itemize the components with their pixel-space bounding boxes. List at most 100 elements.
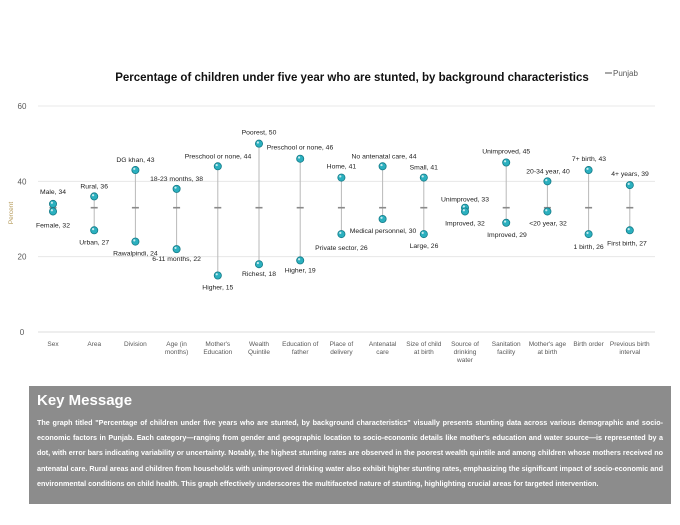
- category-group: Poorest, 50 Richest, 18: [242, 130, 277, 279]
- dot-low: [419, 230, 428, 239]
- dot-high: [49, 199, 58, 208]
- x-category-label-line: Sex: [47, 341, 59, 348]
- data-label-low: Higher, 15: [202, 285, 233, 292]
- dot-high: [337, 173, 346, 182]
- legend-label: Punjab: [613, 69, 638, 78]
- data-label-low: Improved, 29: [487, 232, 527, 239]
- dot-low-highlight: [421, 231, 424, 234]
- dot-low-highlight: [50, 209, 54, 212]
- y-tick-label: 20: [18, 253, 27, 262]
- dot-low-highlight: [174, 246, 177, 250]
- data-label-low: 1 birth, 26: [573, 244, 603, 251]
- category-group: Home, 41 Private sector, 26: [315, 164, 368, 253]
- x-category-label: Place of delivery: [330, 341, 354, 356]
- dot-low-highlight: [627, 228, 630, 231]
- x-category-label-line: Mother's: [205, 341, 230, 348]
- data-label-high: No antenatal care, 44: [352, 153, 417, 160]
- dot-high: [254, 139, 263, 148]
- data-label-high: Preschool or none, 46: [267, 145, 334, 152]
- category-group: No antenatal care, 44 Medical personnel, …: [350, 153, 417, 235]
- x-category-label: Sanitation facility: [492, 341, 521, 356]
- x-category-label-line: Education: [203, 349, 232, 356]
- x-category-label: Age (in months): [165, 341, 188, 356]
- dot-low-highlight: [133, 239, 136, 242]
- dot-low: [460, 207, 469, 216]
- dot-low: [213, 271, 222, 280]
- dot-high-highlight: [504, 160, 507, 163]
- dot-high-highlight: [256, 141, 259, 144]
- dot-low-highlight: [92, 228, 95, 231]
- dot-high: [131, 166, 140, 175]
- x-category-label-line: Wealth: [249, 341, 269, 348]
- data-label-high: Preschool or none, 44: [185, 153, 252, 160]
- dot-high-highlight: [215, 163, 218, 167]
- data-label-high: 18-23 months, 38: [150, 176, 203, 183]
- x-category-label-line: care: [376, 349, 389, 356]
- data-label-high: 20-34 year, 40: [526, 168, 570, 175]
- x-category-label-line: Sanitation: [492, 341, 521, 348]
- data-label-low: Urban, 27: [79, 239, 109, 246]
- x-category-label: Mother's age at birth: [529, 341, 567, 356]
- category-group: Small, 41 Large, 26: [410, 165, 439, 251]
- x-category-label-line: Source of: [451, 341, 479, 348]
- data-label-low: 6-11 months, 22: [152, 256, 201, 263]
- dot-high: [502, 158, 511, 167]
- dot-high-highlight: [174, 186, 177, 189]
- category-group: 4+ years, 39 First birth, 27: [607, 171, 649, 247]
- dot-high: [543, 177, 552, 186]
- x-category-label: Education of father: [282, 341, 318, 356]
- data-label-high: DG khan, 43: [116, 157, 154, 164]
- dot-low: [502, 218, 511, 227]
- dot-low-highlight: [545, 209, 548, 212]
- data-label-low: Higher, 19: [285, 267, 316, 274]
- dot-low: [49, 207, 58, 216]
- y-axis-label: Percent: [8, 202, 15, 225]
- dot-low: [254, 260, 263, 269]
- data-label-low: Richest, 18: [242, 271, 276, 278]
- data-label-high: Home, 41: [327, 164, 357, 171]
- x-category-label: Mother's Education: [203, 341, 232, 356]
- data-label-high: Rural, 36: [80, 183, 108, 190]
- dot-high: [90, 192, 99, 201]
- x-category-label: Size of child at birth: [406, 341, 441, 356]
- dot-high-highlight: [133, 167, 136, 170]
- category-group: Preschool or none, 44 Higher, 15: [185, 153, 252, 291]
- dot-high: [625, 181, 634, 190]
- category-group: 7+ birth, 43 1 birth, 26: [572, 156, 606, 251]
- dot-low: [625, 226, 634, 235]
- dot-low: [90, 226, 99, 235]
- data-label-high: Male, 34: [40, 189, 66, 196]
- data-label-low: Improved, 32: [445, 220, 485, 227]
- x-category-label-line: Antenatal: [369, 341, 397, 348]
- dot-low: [378, 214, 387, 223]
- dot-high-highlight: [380, 163, 383, 167]
- x-category-label-line: at birth: [537, 349, 557, 356]
- x-category-label-line: Size of child: [406, 341, 441, 348]
- category-group: Unimproved, 45 Improved, 29: [482, 149, 530, 239]
- x-category-label: Division: [124, 341, 147, 348]
- dot-low: [172, 245, 181, 254]
- data-label-high: 4+ years, 39: [611, 171, 649, 178]
- dot-low-highlight: [504, 220, 507, 223]
- x-category-label: Source of drinking water: [451, 341, 479, 364]
- category-group: 20-34 year, 40 <20 year, 32: [526, 168, 570, 227]
- x-category-label-line: at birth: [414, 349, 434, 356]
- key-message-body: The graph titled "Percentage of children…: [37, 418, 663, 488]
- x-category-label: Birth order: [573, 341, 604, 348]
- x-category-label: Previous birth interval: [610, 341, 650, 356]
- x-category-label-line: Quintile: [248, 349, 270, 356]
- dot-low-highlight: [339, 231, 342, 234]
- dot-low-highlight: [256, 261, 259, 265]
- dot-high-highlight: [92, 194, 95, 197]
- dot-low-highlight: [298, 258, 301, 261]
- chart-title: Percentage of children under five year w…: [115, 72, 589, 84]
- category-group: Preschool or none, 46 Higher, 19: [267, 145, 334, 275]
- x-category-label: Area: [87, 341, 101, 348]
- category-group: Rural, 36 Urban, 27: [79, 183, 109, 246]
- dot-low-highlight: [380, 216, 383, 219]
- data-label-high: Unimproved, 33: [441, 197, 489, 204]
- y-tick-label: 0: [20, 328, 25, 337]
- x-category-label: Antenatal care: [369, 341, 397, 356]
- legend: Punjab: [605, 69, 638, 78]
- x-category-label-line: Place of: [330, 341, 354, 348]
